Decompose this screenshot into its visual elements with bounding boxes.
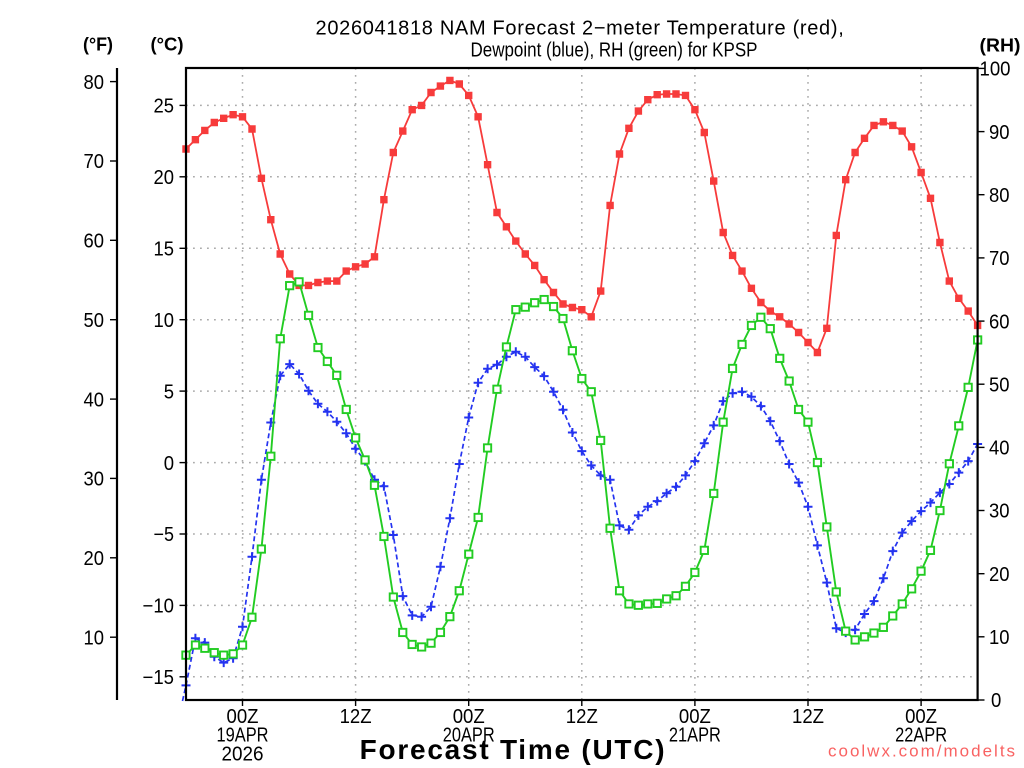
svg-text:40: 40: [84, 389, 105, 411]
svg-text:60: 60: [84, 231, 105, 253]
svg-text:(°C): (°C): [151, 35, 184, 55]
svg-text:Dewpoint (blue), RH (green) fo: Dewpoint (blue), RH (green) for KPSP: [471, 39, 758, 61]
svg-text:12Z: 12Z: [792, 706, 824, 728]
svg-text:25: 25: [154, 96, 175, 118]
svg-text:70: 70: [84, 151, 105, 173]
svg-text:(RH): (RH): [980, 36, 1021, 56]
svg-text:10: 10: [154, 310, 175, 332]
svg-text:90: 90: [989, 122, 1010, 144]
svg-text:10: 10: [84, 627, 105, 649]
svg-text:50: 50: [989, 374, 1010, 396]
svg-text:100: 100: [980, 59, 1011, 81]
svg-text:80: 80: [989, 185, 1010, 207]
svg-text:2026: 2026: [222, 744, 264, 766]
svg-text:2026041818 NAM Forecast 2−mete: 2026041818 NAM Forecast 2−meter Temperat…: [316, 18, 845, 40]
svg-text:20: 20: [989, 564, 1010, 586]
svg-text:30: 30: [84, 469, 105, 491]
svg-text:0: 0: [164, 453, 174, 475]
svg-text:19APR: 19APR: [217, 725, 269, 747]
svg-text:30: 30: [989, 501, 1010, 523]
svg-text:−10: −10: [143, 596, 175, 618]
svg-text:15: 15: [154, 239, 175, 261]
svg-text:50: 50: [84, 310, 105, 332]
svg-text:(°F): (°F): [83, 35, 113, 55]
svg-text:10: 10: [989, 627, 1010, 649]
svg-text:00Z: 00Z: [227, 706, 259, 728]
svg-text:coolwx.com/modelts: coolwx.com/modelts: [828, 742, 1017, 761]
svg-text:20APR: 20APR: [443, 725, 495, 747]
svg-text:−5: −5: [154, 524, 175, 546]
svg-text:22APR: 22APR: [895, 725, 947, 747]
svg-text:Forecast Time (UTC): Forecast Time (UTC): [360, 734, 667, 765]
svg-text:60: 60: [989, 311, 1010, 333]
svg-text:00Z: 00Z: [905, 706, 937, 728]
svg-text:5: 5: [164, 381, 174, 403]
svg-text:−15: −15: [143, 667, 175, 689]
svg-text:12Z: 12Z: [566, 706, 598, 728]
svg-text:80: 80: [84, 72, 105, 94]
svg-text:0: 0: [991, 690, 1001, 712]
svg-text:20: 20: [154, 167, 175, 189]
svg-text:12Z: 12Z: [340, 706, 372, 728]
svg-text:40: 40: [989, 438, 1010, 460]
svg-text:20: 20: [84, 548, 105, 570]
svg-text:00Z: 00Z: [679, 706, 711, 728]
svg-text:70: 70: [989, 248, 1010, 270]
svg-text:21APR: 21APR: [669, 725, 721, 747]
svg-text:00Z: 00Z: [453, 706, 485, 728]
